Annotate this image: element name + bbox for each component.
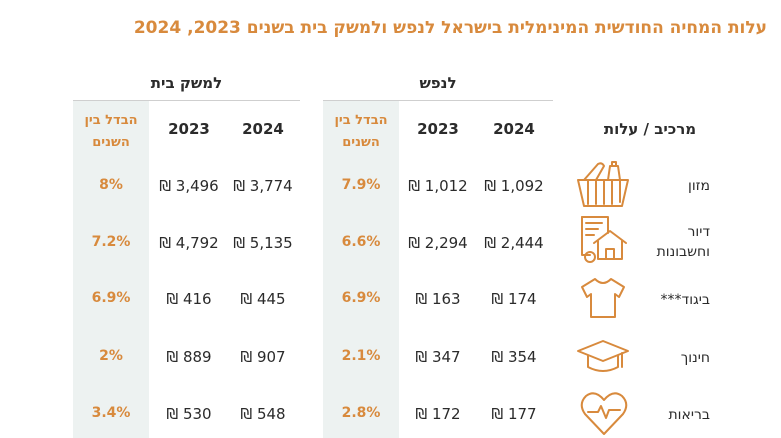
tshirt-icon [581,278,625,318]
household-2023-clothing: 416 ₪ [166,290,212,308]
household-2024-food: 3,774 ₪ [233,177,293,195]
row-label-line: חינוך [680,350,710,366]
person-diff-education: 2.1% [341,348,381,364]
person-2023-clothing: 163 ₪ [415,290,461,308]
household-2023-header: 2023 [168,120,210,138]
person-2023-housing: 2,294 ₪ [408,234,468,252]
person-2024-education: 354 ₪ [491,348,537,366]
row-label-health: בריאות [630,405,710,425]
graduation-cap-icon [577,340,629,372]
household-2023-health: 530 ₪ [166,405,212,423]
group-title-household: למשק בית [150,74,223,92]
person-diff-housing: 6.6% [341,234,381,250]
household-2024-health: 548 ₪ [240,405,286,423]
house-bills-icon [581,216,627,263]
row-label-housing: דיור וחשבונות [630,222,710,262]
row-label-line: דיור [687,224,711,240]
household-2024-housing: 5,135 ₪ [233,234,293,252]
row-label-clothing: ביגוד*** [630,290,710,310]
person-2024-health: 177 ₪ [491,405,537,423]
row-label-food: מזון [630,176,710,196]
person-2023-header: 2023 [417,120,459,138]
row-label-line2: וחשבונות [656,244,710,260]
person-2024-header: 2024 [493,120,535,138]
household-diff-health: 3.4% [91,405,131,421]
household-diff-housing: 7.2% [91,234,131,250]
person-diff-header: הבדל בין השנים [323,110,399,154]
household-2024-header: 2024 [242,120,284,138]
person-diff-column [323,100,399,438]
diff-header-line1: הבדל בין [84,113,138,128]
group-title-person: לנפש [419,74,457,92]
person-2023-education: 347 ₪ [415,348,461,366]
diff-header-line2: השנים [342,135,380,150]
row-label-line: מזון [688,178,710,194]
household-diff-header: הבדל בין השנים [73,110,149,154]
household-2024-education: 907 ₪ [240,348,286,366]
household-diff-column [73,100,149,438]
row-label-line: בריאות [668,407,710,423]
person-diff-food: 7.9% [341,177,381,193]
heart-pulse-icon [580,392,628,435]
person-2024-housing: 2,444 ₪ [484,234,544,252]
household-diff-education: 2% [99,348,123,364]
household-2024-clothing: 445 ₪ [240,290,286,308]
household-2023-food: 3,496 ₪ [159,177,219,195]
person-2023-food: 1,012 ₪ [408,177,468,195]
person-2023-health: 172 ₪ [415,405,461,423]
household-diff-food: 8% [99,177,123,193]
row-label-line: ביגוד*** [660,292,710,308]
component-header: מרכיב / עלות [603,120,697,138]
household-2023-education: 889 ₪ [166,348,212,366]
row-label-education: חינוך [630,348,710,368]
person-diff-health: 2.8% [341,405,381,421]
person-diff-clothing: 6.9% [341,290,381,306]
person-2024-clothing: 174 ₪ [491,290,537,308]
food-basket-icon [577,161,629,207]
household-2023-housing: 4,792 ₪ [159,234,219,252]
group-divider-person [323,100,553,101]
group-divider-household [73,100,300,101]
household-diff-clothing: 6.9% [91,290,131,306]
diff-header-line2: השנים [92,135,130,150]
page-title: עלות המחיה החודשית המינימלית בישראל לנפש… [133,18,767,38]
person-2024-food: 1,092 ₪ [484,177,544,195]
diff-header-line1: הבדל בין [334,113,388,128]
